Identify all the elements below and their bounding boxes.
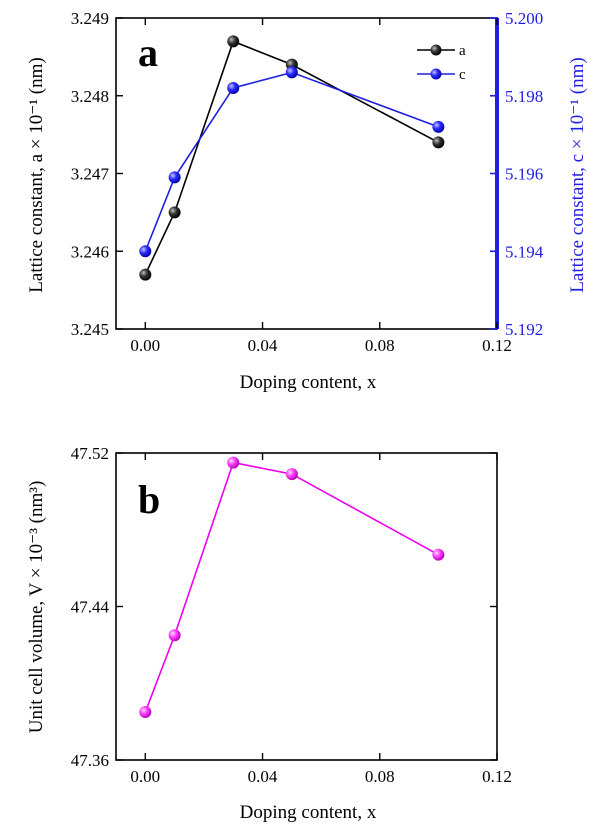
- b-data-point-0: [432, 548, 445, 561]
- a-data-point-c: [168, 171, 181, 184]
- a-y2-tick-label: 5.198: [505, 87, 543, 106]
- panel-a-x-ticks: 0.00 0.04 0.08 0.12: [130, 18, 512, 355]
- b-x-tick-label: 0.00: [130, 767, 160, 786]
- panel-b-label: b: [138, 477, 160, 522]
- a-data-point-c: [139, 245, 152, 258]
- legend-marker-a: [430, 44, 442, 56]
- b-data-point-0: [285, 468, 298, 481]
- a-y2-tick-label: 5.192: [505, 320, 543, 339]
- panel-b-plot-frame: [115, 452, 498, 761]
- panel-b-x-axis-title: Doping content, x: [240, 802, 377, 823]
- a-x-tick-label: 0.08: [365, 336, 395, 355]
- a-data-point-a: [139, 268, 152, 281]
- b-x-tick-label: 0.04: [248, 767, 278, 786]
- panel-a-y2-axis-title: Lattice constant, c × 10⁻¹ (nm): [567, 57, 588, 292]
- panel-b-x-ticks: 0.00 0.04 0.08 0.12: [130, 453, 512, 786]
- a-y2-tick-label: 5.196: [505, 165, 543, 184]
- panel-b-series-layer: [139, 456, 445, 719]
- b-series-line-0: [144, 461, 439, 713]
- panel-b-y-ticks: 47.36 47.44 47.52: [71, 444, 497, 770]
- panel-a-series-layer: [139, 35, 445, 281]
- chart-panel-a: 0.00 0.04 0.08 0.12 3.2453.2463.2473.2483.2…: [26, 9, 588, 393]
- a-series-line-c: [144, 71, 439, 252]
- panel-a-x-axis-title: Doping content, x: [240, 372, 377, 393]
- a-y-tick-label: 3.245: [71, 320, 109, 339]
- b-y-tick-label: 47.36: [71, 751, 109, 770]
- a-y2-tick-label: 5.194: [505, 242, 544, 261]
- a-x-tick-label: 0.00: [130, 336, 160, 355]
- a-x-tick-label: 0.12: [482, 336, 512, 355]
- b-data-point-0: [139, 706, 152, 719]
- legend-marker-c: [430, 68, 442, 80]
- b-y-tick-label: 47.44: [71, 598, 110, 617]
- a-data-point-c: [285, 66, 298, 79]
- a-x-tick-label: 0.04: [248, 336, 278, 355]
- a-data-point-a: [432, 136, 445, 149]
- a-data-point-a: [227, 35, 240, 48]
- b-x-tick-label: 0.12: [482, 767, 512, 786]
- a-y-tick-label: 3.246: [71, 242, 109, 261]
- a-y-tick-label: 3.247: [71, 165, 110, 184]
- a-data-point-c: [432, 120, 445, 133]
- legend-label-a: a: [459, 43, 466, 59]
- a-y-tick-label: 3.248: [71, 87, 109, 106]
- a-data-point-a: [168, 206, 181, 219]
- panel-a-y2-ticks: 5.192 5.194 5.196 5.198 5.200: [490, 9, 544, 339]
- a-y2-tick-label: 5.200: [505, 9, 543, 28]
- legend-label-c: c: [459, 67, 466, 83]
- b-data-point-0: [227, 456, 240, 469]
- b-data-point-0: [168, 629, 181, 642]
- panel-b-y-axis-title: Unit cell volume, V × 10⁻³ (nm³): [26, 481, 47, 734]
- panel-a-y-axis-title: Lattice constant, a × 10⁻¹ (nm): [26, 57, 47, 292]
- panel-a-legend: a c: [417, 43, 466, 83]
- b-y-tick-label: 47.52: [71, 444, 109, 463]
- a-data-point-c: [227, 81, 240, 94]
- panel-a-y-ticks: 3.245 3.246 3.247 3.248 3.249: [71, 9, 123, 339]
- b-x-tick-label: 0.08: [365, 767, 395, 786]
- a-y-tick-label: 3.249: [71, 9, 109, 28]
- chart-panel-b: 0.00 0.04 0.08 0.12 47.36 47.44 47.52 b Dopin…: [26, 444, 512, 823]
- panel-a-label: a: [138, 30, 158, 75]
